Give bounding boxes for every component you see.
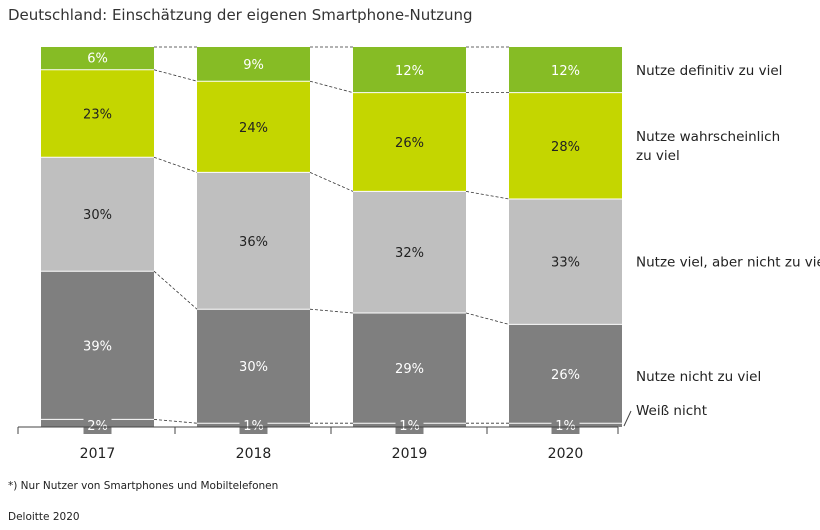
connector-line: [465, 191, 510, 200]
source-note: Deloitte 2020: [8, 511, 80, 523]
connector-line: [309, 172, 354, 192]
data-label-nicht_zu_viel-2019: 29%: [395, 362, 424, 377]
data-label-definitiv-2018: 9%: [243, 58, 264, 73]
bar-segment-wahrscheinlich-2017: [41, 69, 154, 158]
data-label-nicht_zu_viel-2017: 39%: [83, 339, 112, 354]
bar-segment-definitiv-2018: [197, 47, 310, 82]
bar-segment-viel-2018: [197, 172, 310, 310]
data-label-viel-2020: 33%: [551, 256, 580, 271]
data-label-nicht_zu_viel-2020: 26%: [551, 368, 580, 383]
data-label-wahrscheinlich-2019: 26%: [395, 136, 424, 151]
bar-segment-nicht_zu_viel-2017: [41, 271, 154, 420]
weiss-nicht-pointer: [623, 410, 632, 427]
year-label-2018: 2018: [236, 446, 272, 462]
data-label-wahrscheinlich-2018: 24%: [239, 121, 268, 136]
connector-line: [465, 312, 510, 325]
data-label-definitiv-2019: 12%: [395, 64, 424, 79]
legend-label-nicht_zu_viel: Nutze nicht zu viel: [636, 369, 761, 385]
data-label-nicht_zu_viel-2018: 30%: [239, 360, 268, 375]
connector-line: [309, 308, 354, 314]
year-label-2017: 2017: [80, 446, 116, 462]
legend-label-wahrscheinlich: Nutze wahrscheinlich zu viel: [636, 129, 780, 164]
data-label-definitiv-2017: 6%: [87, 51, 108, 66]
weiss-nicht-tag-2020: [551, 416, 580, 434]
bar-segment-nicht_zu_viel-2019: [353, 313, 466, 424]
connector-line: [153, 270, 198, 310]
data-label-wahrscheinlich-2020: 28%: [551, 140, 580, 155]
weiss-nicht-tag-2017: [83, 416, 112, 434]
data-label-viel-2019: 32%: [395, 246, 424, 261]
bar-segment-viel-2019: [353, 191, 466, 313]
connector-line: [153, 419, 198, 424]
year-label-2020: 2020: [548, 446, 584, 462]
bar-segment-definitiv-2019: [353, 47, 466, 93]
data-label-definitiv-2020: 12%: [551, 64, 580, 79]
footnote: *) Nur Nutzer von Smartphones und Mobilt…: [8, 480, 279, 492]
connector-line: [309, 80, 354, 93]
legend-label-weiss_nicht: Weiß nicht: [636, 403, 707, 419]
legend-label-viel: Nutze viel, aber nicht zu viel: [636, 255, 820, 271]
data-label-wahrscheinlich-2017: 23%: [83, 108, 112, 123]
bar-segment-wahrscheinlich-2020: [509, 92, 622, 199]
weiss-nicht-tag-2019: [395, 416, 424, 434]
bar-segment-viel-2017: [41, 157, 154, 272]
data-label-viel-2018: 36%: [239, 235, 268, 250]
chart-title: Deutschland: Einschätzung der eigenen Sm…: [8, 6, 473, 24]
bar-segment-viel-2020: [509, 199, 622, 325]
bar-segment-wahrscheinlich-2019: [353, 92, 466, 192]
year-label-2019: 2019: [392, 446, 428, 462]
data-label-viel-2017: 30%: [83, 208, 112, 223]
stacked-bar-chart: 2% 1% 1% 1%39%30% 29% 26%30%36%32%33%23%24%26…: [17, 46, 820, 462]
bar-segment-definitiv-2020: [509, 47, 622, 93]
connector-line: [153, 69, 198, 82]
legend-label-definitiv: Nutze definitiv zu viel: [636, 63, 782, 79]
bar-segment-nicht_zu_viel-2018: [197, 309, 310, 424]
bar-segment-nicht_zu_viel-2020: [509, 324, 622, 424]
bar-segment-wahrscheinlich-2018: [197, 81, 310, 173]
connector-line: [153, 156, 198, 173]
bar-segment-definitiv-2017: [41, 47, 154, 70]
weiss-nicht-tag-2018: [239, 416, 268, 434]
